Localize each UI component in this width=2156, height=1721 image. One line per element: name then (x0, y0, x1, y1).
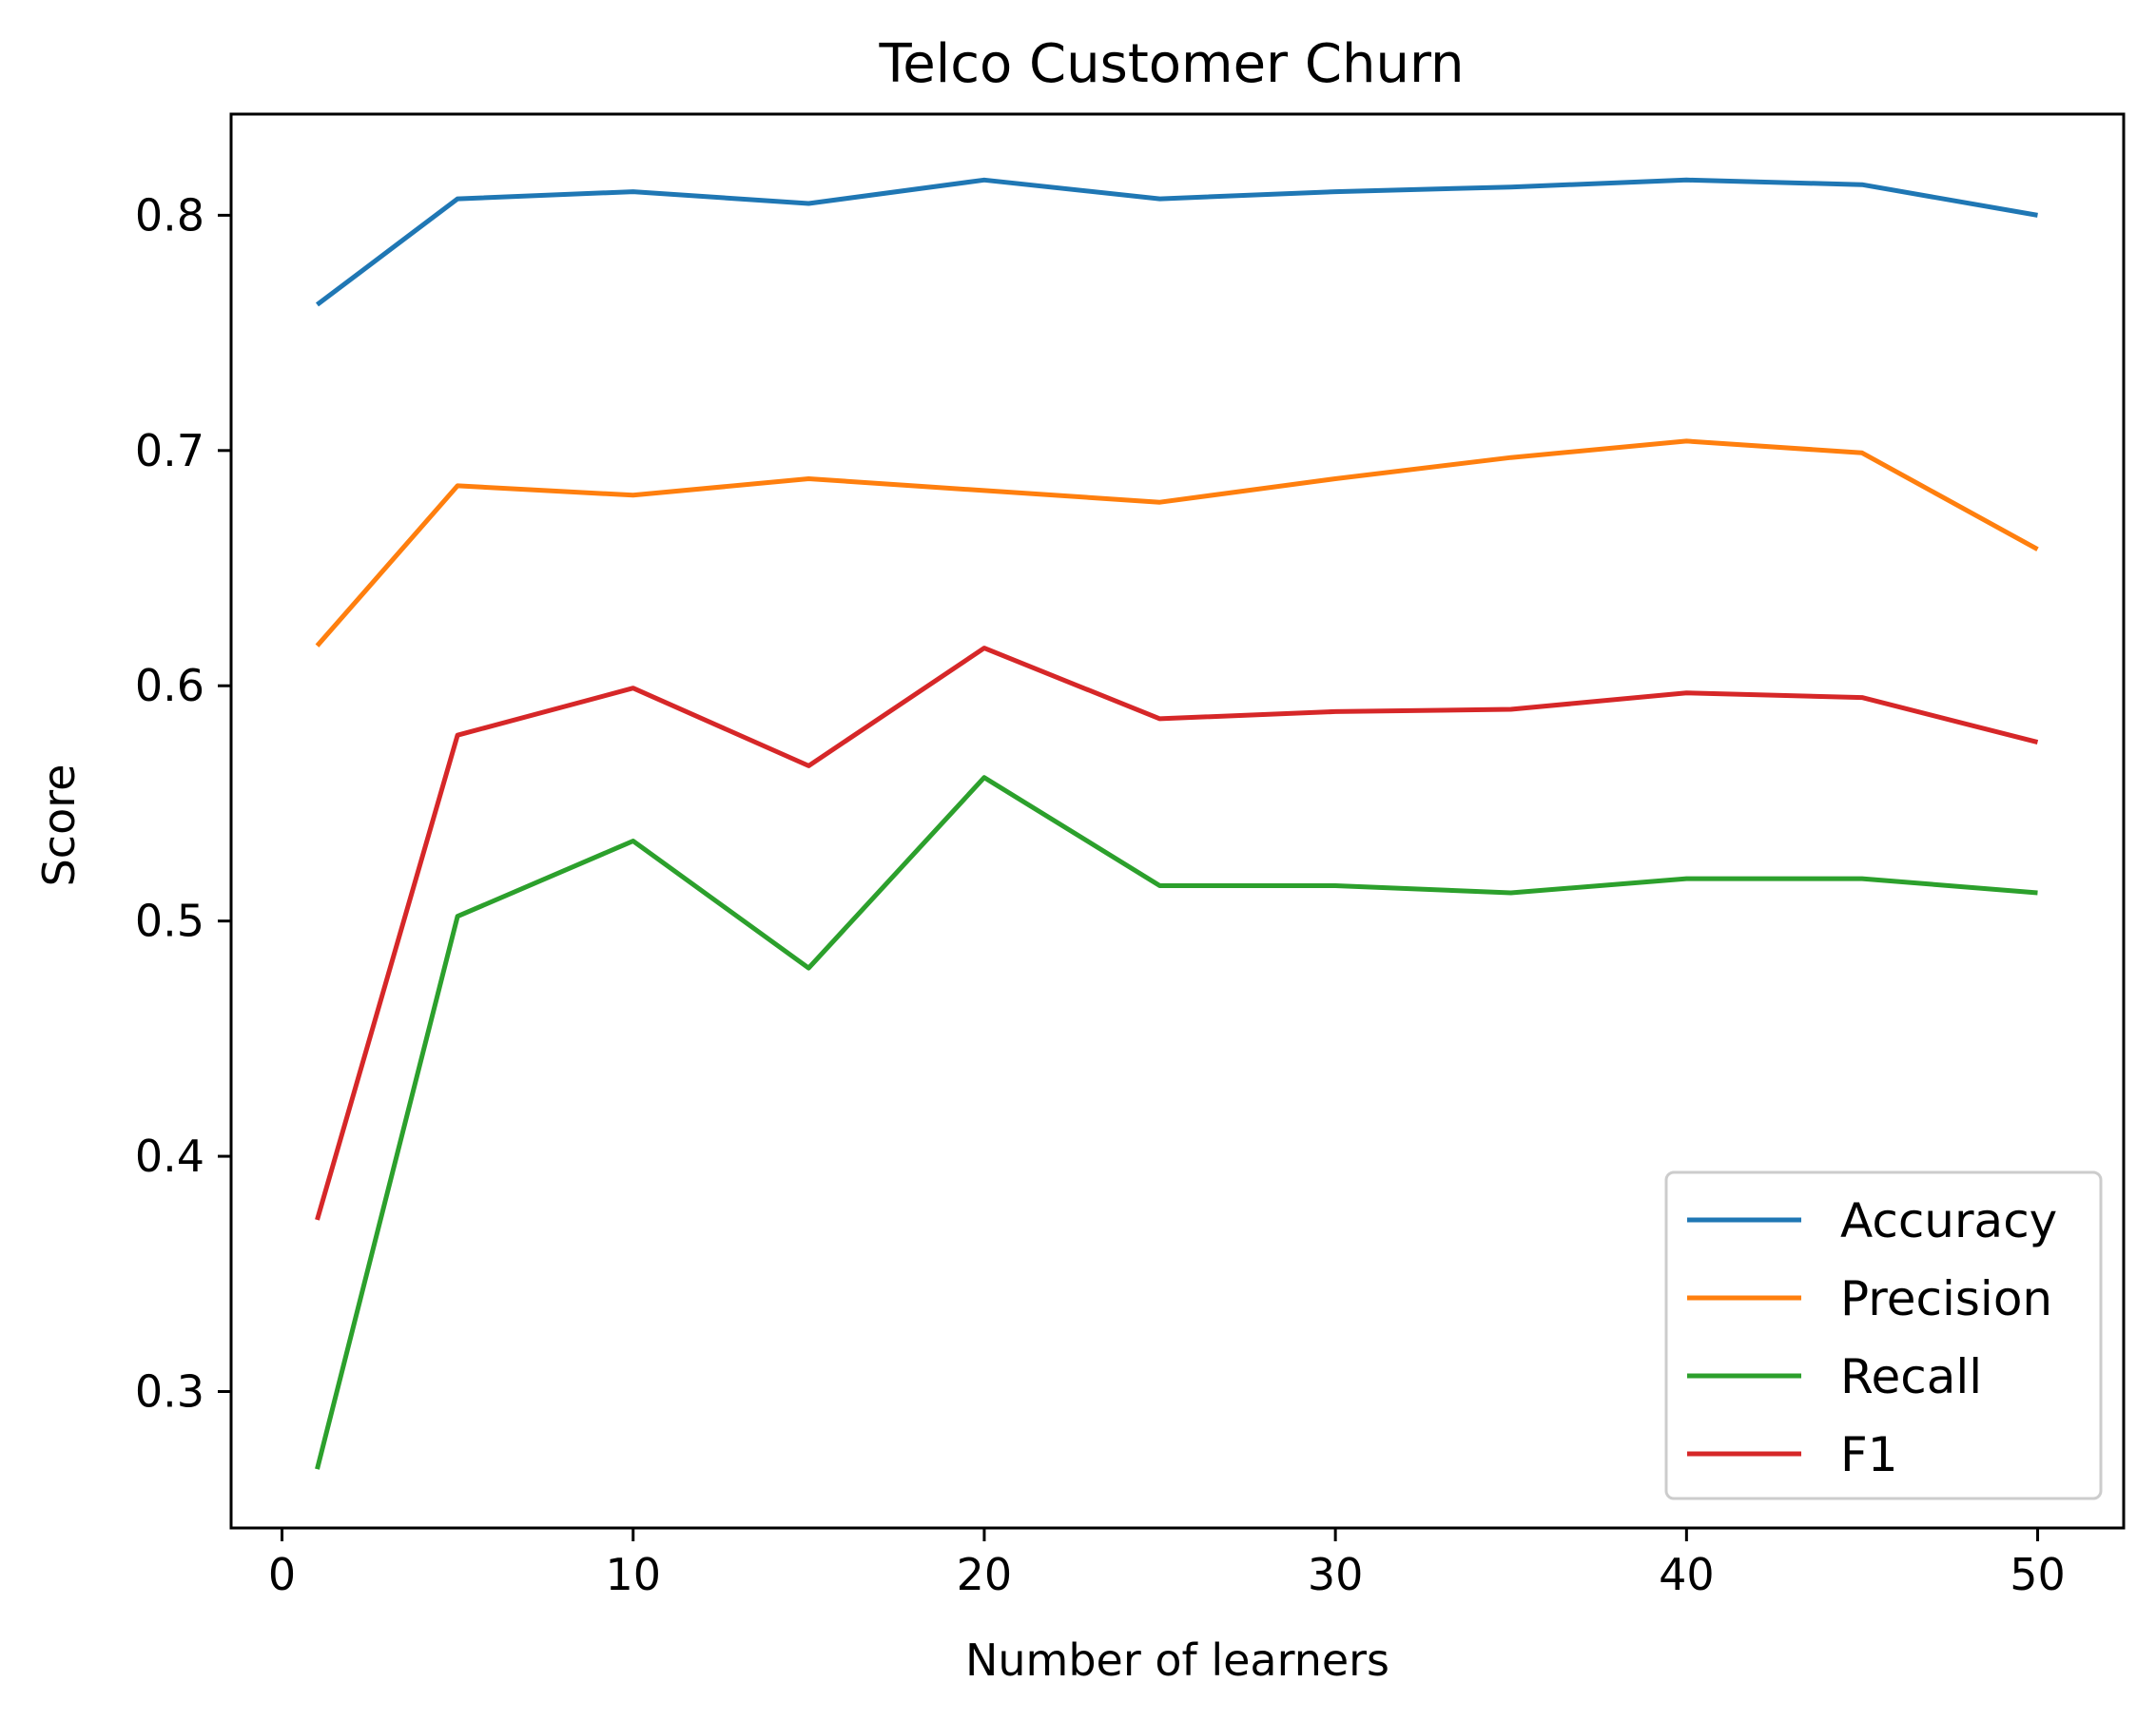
y-tick-label: 0.5 (135, 896, 204, 947)
x-axis: 0 10 20 30 40 50 (268, 1528, 2066, 1600)
y-tick-label: 0.3 (135, 1365, 204, 1417)
series-lines (315, 177, 2039, 1470)
x-axis-label: Number of learners (965, 1634, 1389, 1686)
legend-label-accuracy: Accuracy (1840, 1193, 2057, 1248)
y-tick-label: 0.7 (135, 425, 204, 476)
legend-frame (1664, 1170, 2103, 1500)
x-tick-label: 10 (605, 1549, 661, 1600)
legend-label-precision: Precision (1840, 1271, 2052, 1326)
x-tick-label: 0 (268, 1549, 296, 1600)
legend-label-f1: F1 (1840, 1427, 1898, 1482)
y-axis-label: Score (33, 764, 85, 887)
x-tick-label: 40 (1659, 1549, 1715, 1600)
chart-title: Telco Customer Churn (879, 33, 1465, 95)
legend: Accuracy Precision Recall F1 (1664, 1170, 2103, 1500)
x-tick-label: 30 (1308, 1549, 1364, 1600)
series-line-recall (315, 775, 2038, 1470)
x-tick-label: 20 (957, 1549, 1013, 1600)
series-line-f1 (315, 646, 2039, 1221)
y-tick-label: 0.6 (135, 660, 204, 711)
series-line-accuracy (315, 177, 2038, 307)
plot-area (229, 112, 2126, 1530)
y-tick-label: 0.8 (135, 189, 204, 241)
series-line-precision (315, 438, 2039, 648)
legend-label-recall: Recall (1840, 1349, 1982, 1404)
x-tick-label: 50 (2010, 1549, 2066, 1600)
y-axis: 0.3 0.4 0.5 0.6 0.7 0.8 (135, 189, 231, 1417)
y-tick-label: 0.4 (135, 1131, 204, 1182)
